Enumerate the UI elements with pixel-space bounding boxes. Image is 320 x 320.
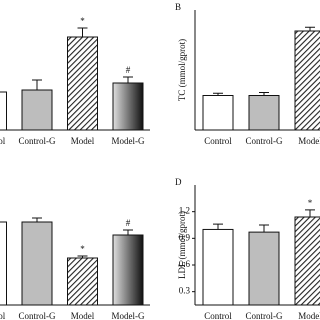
bar bbox=[0, 221, 7, 306]
significance-mark: # bbox=[126, 65, 131, 75]
bar bbox=[112, 82, 144, 131]
bar bbox=[202, 228, 234, 306]
x-tick-label: Model bbox=[298, 311, 320, 320]
bar bbox=[248, 95, 280, 131]
significance-mark: * bbox=[80, 244, 85, 254]
x-tick-label: Model bbox=[71, 136, 95, 146]
x-tick-label: Control-G bbox=[246, 311, 283, 320]
bar bbox=[294, 216, 320, 306]
x-tick-label: Control-G bbox=[19, 136, 56, 146]
x-tick-label: Control-G bbox=[246, 136, 283, 146]
y-axis-label: LDL (mmol/gprot) bbox=[177, 211, 187, 279]
x-tick-label: Model bbox=[71, 311, 95, 320]
x-tick-label: Model-G bbox=[112, 311, 145, 320]
panel-label: D bbox=[175, 177, 182, 187]
bar bbox=[248, 231, 280, 306]
significance-mark: # bbox=[126, 218, 131, 228]
bar bbox=[67, 36, 98, 131]
y-tick-label: 0.6 bbox=[179, 259, 191, 269]
bar bbox=[0, 91, 7, 131]
bar bbox=[112, 234, 144, 306]
x-tick-label: Control bbox=[204, 136, 232, 146]
x-tick-label: Control-G bbox=[19, 311, 56, 320]
bar bbox=[21, 89, 53, 131]
x-tick-label: Model-G bbox=[112, 136, 145, 146]
x-tick-label: Control bbox=[204, 311, 232, 320]
bar bbox=[202, 95, 234, 131]
panel-label: B bbox=[175, 2, 181, 12]
bar bbox=[21, 221, 53, 306]
significance-mark: * bbox=[308, 198, 313, 208]
x-tick-label: Control bbox=[0, 136, 6, 146]
y-axis-label: TC (mmol/gprot) bbox=[177, 39, 187, 101]
bar bbox=[294, 30, 320, 131]
x-tick-label: Model bbox=[298, 136, 320, 146]
significance-mark: * bbox=[80, 16, 85, 26]
y-tick-label: 1.2 bbox=[179, 206, 190, 216]
x-tick-label: Control bbox=[0, 311, 6, 320]
y-tick-label: 0.9 bbox=[179, 232, 191, 242]
y-tick-label: 0.3 bbox=[179, 286, 191, 296]
bar bbox=[67, 257, 98, 306]
